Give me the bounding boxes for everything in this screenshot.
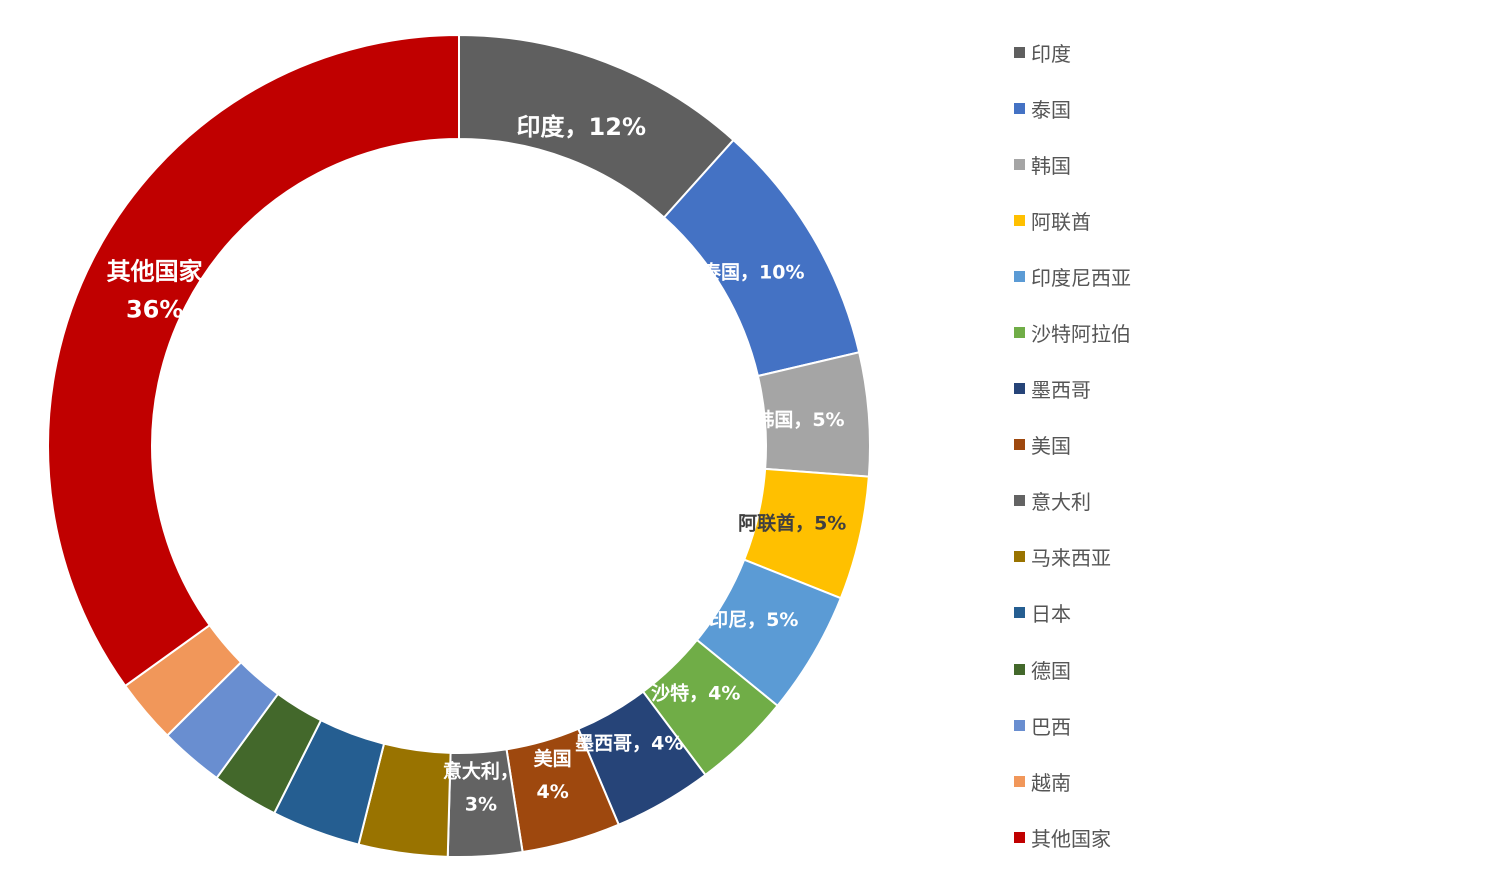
data-label-4: 印尼，5% — [709, 609, 798, 631]
legend-label: 印度 — [1031, 41, 1071, 66]
legend-item: 韩国 — [1014, 136, 1131, 192]
legend-swatch — [1014, 158, 1025, 170]
legend-label: 日本 — [1031, 602, 1071, 627]
data-label-5: 沙特，4% — [651, 682, 740, 704]
legend-item: 巴西 — [1014, 697, 1131, 753]
legend-label: 墨西哥 — [1031, 378, 1091, 403]
donut-chart: 印度，12% 泰国，10% 韩国，5% 阿联酋，5% 印尼，5% 沙特，4% 墨西哥，4%美… — [47, 33, 871, 858]
legend-swatch — [1014, 719, 1025, 731]
chart-legend: 印度泰国韩国阿联酋印度尼西亚沙特阿拉伯墨西哥美国意大利马来西亚日本德国巴西越南其… — [1014, 24, 1131, 865]
legend-swatch — [1014, 551, 1025, 563]
data-label-line: 其他国家 — [107, 257, 203, 285]
legend-item: 泰国 — [1014, 80, 1131, 136]
legend-swatch — [1014, 327, 1025, 339]
data-label-2: 韩国，5% — [755, 408, 844, 431]
data-label-line: 3% — [465, 793, 497, 815]
legend-label: 阿联酋 — [1031, 209, 1091, 234]
data-label-1: 泰国，10% — [701, 260, 804, 283]
legend-label: 美国 — [1031, 434, 1071, 459]
legend-label: 德国 — [1031, 658, 1071, 683]
data-label-line: 36% — [126, 295, 183, 323]
data-label-line: 4% — [536, 781, 568, 803]
data-label-line: 泰国，10% — [701, 260, 804, 283]
data-label-line: 意大利， — [443, 759, 519, 782]
legend-label: 巴西 — [1031, 714, 1071, 739]
data-label-line: 墨西哥，4% — [575, 732, 683, 754]
data-label-line: 韩国，5% — [755, 408, 844, 431]
legend-item: 意大利 — [1014, 473, 1131, 529]
chart-slices — [47, 33, 871, 858]
legend-label: 马来西亚 — [1031, 546, 1111, 571]
legend-item: 日本 — [1014, 585, 1131, 641]
data-label-line: 阿联酋，5% — [738, 512, 846, 535]
data-label-line: 美国 — [534, 747, 572, 770]
legend-swatch — [1014, 383, 1025, 395]
legend-label: 韩国 — [1031, 153, 1071, 178]
legend-item: 印度 — [1014, 24, 1131, 80]
legend-swatch — [1014, 663, 1025, 675]
data-label-7: 美国 4% — [534, 747, 572, 803]
chart-data-labels: 印度，12% 泰国，10% 韩国，5% 阿联酋，5% 印尼，5% 沙特，4% 墨西哥，4%美… — [107, 113, 847, 815]
legend-item: 马来西亚 — [1014, 529, 1131, 585]
legend-label: 沙特阿拉伯 — [1031, 322, 1131, 347]
legend-swatch — [1014, 270, 1025, 282]
data-label-line: 印尼，5% — [709, 609, 798, 631]
legend-label: 其他国家 — [1031, 826, 1111, 851]
legend-item: 越南 — [1014, 753, 1131, 809]
data-label-line: 印度，12% — [517, 113, 646, 141]
legend-item: 印度尼西亚 — [1014, 248, 1131, 304]
data-label-6: 墨西哥，4% — [575, 732, 683, 754]
data-label-3: 阿联酋，5% — [738, 512, 846, 535]
data-label-0: 印度，12% — [517, 113, 646, 141]
legend-swatch — [1014, 775, 1025, 787]
legend-swatch — [1014, 607, 1025, 619]
legend-item: 阿联酋 — [1014, 192, 1131, 248]
slice-14 — [47, 33, 460, 688]
legend-label: 印度尼西亚 — [1031, 265, 1131, 290]
legend-swatch — [1014, 439, 1025, 451]
legend-item: 墨西哥 — [1014, 361, 1131, 417]
legend-swatch — [1014, 831, 1025, 843]
legend-item: 德国 — [1014, 641, 1131, 697]
legend-swatch — [1014, 102, 1025, 114]
legend-swatch — [1014, 495, 1025, 507]
data-label-8: 意大利， 3% — [443, 759, 519, 815]
legend-item: 沙特阿拉伯 — [1014, 304, 1131, 360]
legend-label: 意大利 — [1031, 490, 1091, 515]
legend-label: 越南 — [1031, 770, 1071, 795]
data-label-14: 其他国家 36% — [107, 257, 203, 323]
legend-swatch — [1014, 46, 1025, 58]
legend-label: 泰国 — [1031, 97, 1071, 122]
legend-item: 美国 — [1014, 417, 1131, 473]
data-label-line: 沙特，4% — [651, 682, 740, 704]
legend-swatch — [1014, 214, 1025, 226]
legend-item: 其他国家 — [1014, 809, 1131, 865]
